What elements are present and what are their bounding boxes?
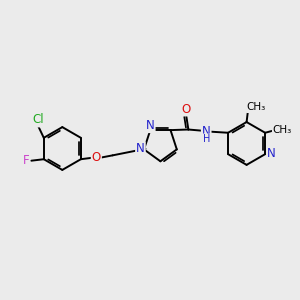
Text: H: H [202,134,210,144]
Text: O: O [92,151,101,164]
Text: N: N [202,125,211,138]
Text: N: N [136,142,145,155]
Text: N: N [146,119,154,132]
Text: CH₃: CH₃ [273,125,292,135]
Text: Cl: Cl [32,113,44,127]
Text: F: F [22,154,29,167]
Text: O: O [182,103,190,116]
Text: N: N [267,147,276,160]
Text: CH₃: CH₃ [247,102,266,112]
